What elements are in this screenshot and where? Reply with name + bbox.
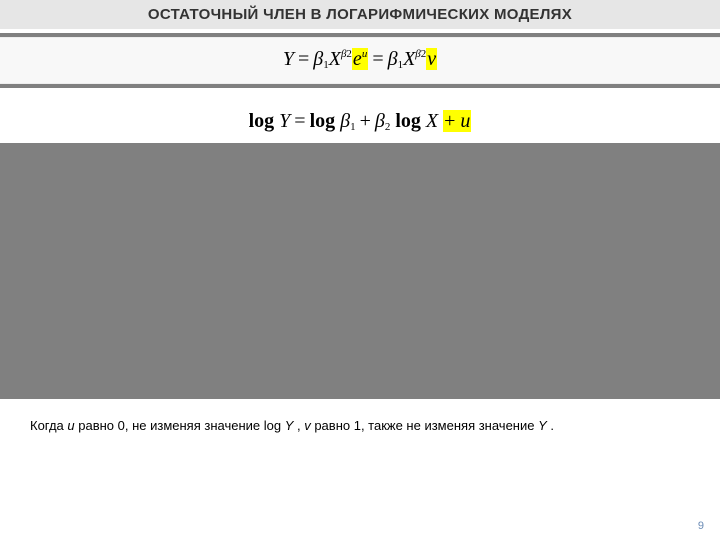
eq2-hl: + u [443,110,471,132]
cap-u: u [67,418,74,433]
eq2-eq: = [290,110,309,132]
eq2-beta2: β [375,110,385,132]
equation-2: log Y=log β1+β2 log X + u [249,110,472,133]
cap-p5: . [547,418,554,433]
eq1-sup1: β2 [341,48,352,60]
cap-p3: , [293,418,304,433]
eq1-hl2: v [426,48,437,70]
equation-band-1: Y=β1Xβ2eu=β1Xβ2v [0,37,720,84]
eq2-plus1: + [356,110,375,132]
caption: Когда u равно 0, не изменяя значение log… [0,399,720,435]
page-number: 9 [698,520,704,532]
page-title: ОСТАТОЧНЫЙ ЧЛЕН В ЛОГАРИФМИЧЕСКИХ МОДЕЛЯ… [0,6,720,23]
eq2-log3: log [395,110,421,132]
eq1-hl1: eu [352,48,368,70]
eq2-log2: log [310,110,336,132]
equation-band-2: log Y=log β1+β2 log X + u [0,88,720,143]
eq2-u: u [460,110,470,132]
eq2-sub1: 1 [350,121,356,133]
eq1-Y: Y [283,48,294,70]
eq1-eq2: = [368,48,387,70]
eq2-sub2: 2 [385,121,391,133]
equation-1: Y=β1Xβ2eu=β1Xβ2v [283,48,437,71]
eq1-beta2: β [388,48,398,70]
cap-p2: равно 0, не изменяя значение log [75,418,285,433]
eq2-Y: Y [279,110,290,132]
eq1-eq1: = [294,48,313,70]
cap-p1: Когда [30,418,67,433]
eq1-eu: u [362,48,368,60]
cap-p4: равно 1, также не изменяя значение [311,418,538,433]
eq2-plus2: + [444,110,455,132]
eq1-X2: X [403,48,415,70]
title-bar: ОСТАТОЧНЫЙ ЧЛЕН В ЛОГАРИФМИЧЕСКИХ МОДЕЛЯ… [0,0,720,29]
eq1-beta1: β [313,48,323,70]
cap-Y2: Y [538,418,547,433]
eq1-e: e [353,48,362,70]
eq1-sup2: β2 [415,48,426,60]
eq2-beta1: β [340,110,350,132]
gray-block [0,143,720,399]
eq2-log1: log [249,110,275,132]
eq1-X1: X [329,48,341,70]
eq2-X: X [426,110,438,132]
